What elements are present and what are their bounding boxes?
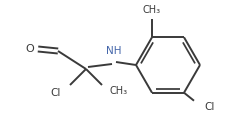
Text: Cl: Cl bbox=[203, 102, 213, 112]
Text: CH₃: CH₃ bbox=[109, 86, 128, 96]
Text: NH: NH bbox=[106, 46, 121, 56]
Text: Cl: Cl bbox=[51, 88, 61, 98]
Text: CH₃: CH₃ bbox=[142, 5, 160, 15]
Text: O: O bbox=[25, 44, 34, 54]
